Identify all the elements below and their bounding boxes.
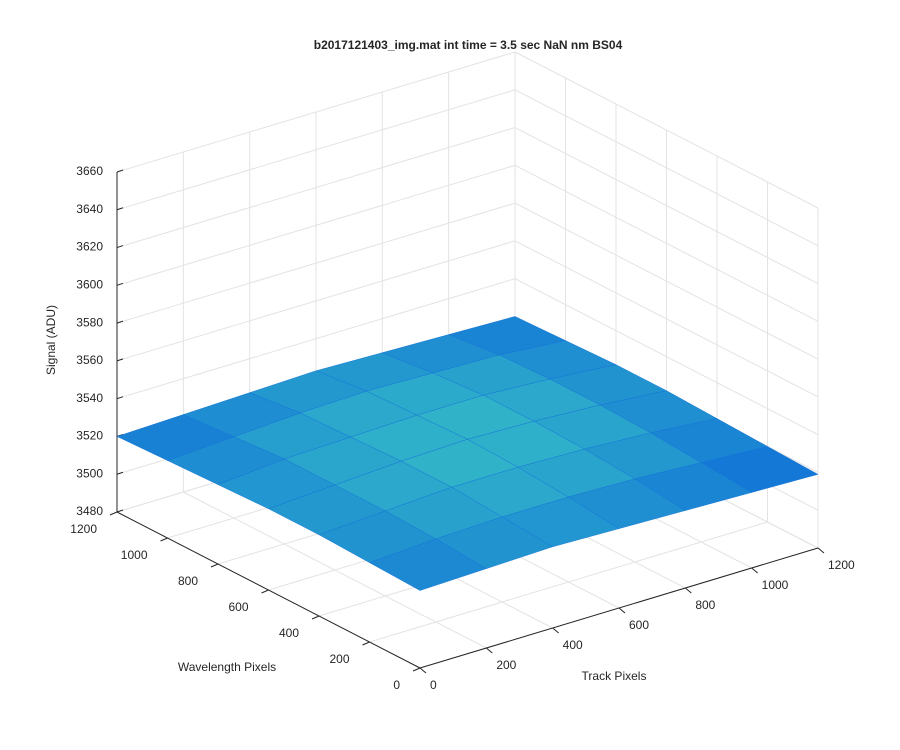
grid-line (514, 202, 819, 360)
y-tick (109, 511, 118, 516)
grid-line (514, 127, 819, 285)
grid-line (116, 202, 516, 324)
z-tick (116, 509, 124, 513)
grid-line (116, 89, 516, 211)
z-tick-label: 3640 (76, 202, 103, 216)
z-tick-label: 3580 (76, 315, 103, 329)
y-tick-label: 1000 (121, 548, 148, 562)
z-tick-label: 3600 (76, 278, 103, 292)
z-tick-label: 3500 (76, 466, 103, 480)
y-tick (160, 537, 168, 542)
y-tick-label: 800 (178, 574, 198, 588)
z-tick (116, 169, 124, 173)
z-tick-label: 3540 (76, 391, 103, 405)
y-tick-label: 1200 (70, 522, 97, 536)
y-axis-label: Wavelength Pixels (178, 660, 276, 674)
grid-line (514, 240, 819, 398)
grid-line (369, 521, 768, 643)
surface-patch (369, 538, 487, 591)
grid-line (514, 164, 819, 322)
z-tick (116, 282, 124, 286)
y-tick (412, 667, 421, 672)
grid-line (514, 278, 819, 436)
x-tick-label: 400 (563, 638, 583, 652)
x-tick (552, 627, 559, 634)
x-tick-label: 200 (496, 658, 516, 672)
y-tick (261, 589, 269, 594)
y-tick-label: 200 (329, 652, 349, 666)
z-tick (116, 358, 124, 362)
x-tick-label: 600 (629, 618, 649, 632)
grid-line (116, 240, 516, 362)
z-tick-label: 3660 (76, 164, 103, 178)
grid-line (116, 127, 516, 249)
grid-line (116, 278, 516, 400)
grid-line (514, 51, 819, 209)
x-tick-label: 800 (695, 598, 715, 612)
grid-line (116, 51, 516, 173)
z-axis-label: Signal (ADU) (44, 305, 58, 375)
x-tick (751, 567, 758, 574)
y-tick (362, 641, 370, 646)
z-tick-label: 3520 (76, 429, 103, 443)
chart-title: b2017121403_img.mat int time = 3.5 sec N… (314, 38, 623, 52)
y-tick-label: 400 (279, 626, 299, 640)
z-tick (116, 471, 124, 475)
z-tick-label: 3560 (76, 353, 103, 367)
x-tick (618, 607, 626, 614)
x-tick-label: 1000 (762, 578, 789, 592)
z-tick (116, 245, 124, 249)
x-tick (685, 587, 692, 594)
z-tick (116, 207, 124, 211)
z-tick (116, 396, 124, 400)
grid-line (514, 89, 819, 247)
y-tick (210, 563, 219, 568)
x-tick (486, 647, 493, 654)
x-tick-label: 0 (430, 678, 437, 692)
z-tick-label: 3480 (76, 504, 103, 518)
x-tick-label: 1200 (828, 558, 855, 572)
y-tick (311, 615, 320, 620)
grid-line (116, 164, 516, 286)
z-tick-label: 3620 (76, 240, 103, 254)
x-tick (817, 547, 825, 554)
y-tick-label: 600 (228, 600, 248, 614)
y-tick-label: 0 (393, 678, 400, 692)
x-axis-label: Track Pixels (582, 669, 647, 683)
x-tick (419, 667, 427, 674)
z-tick (116, 320, 124, 324)
